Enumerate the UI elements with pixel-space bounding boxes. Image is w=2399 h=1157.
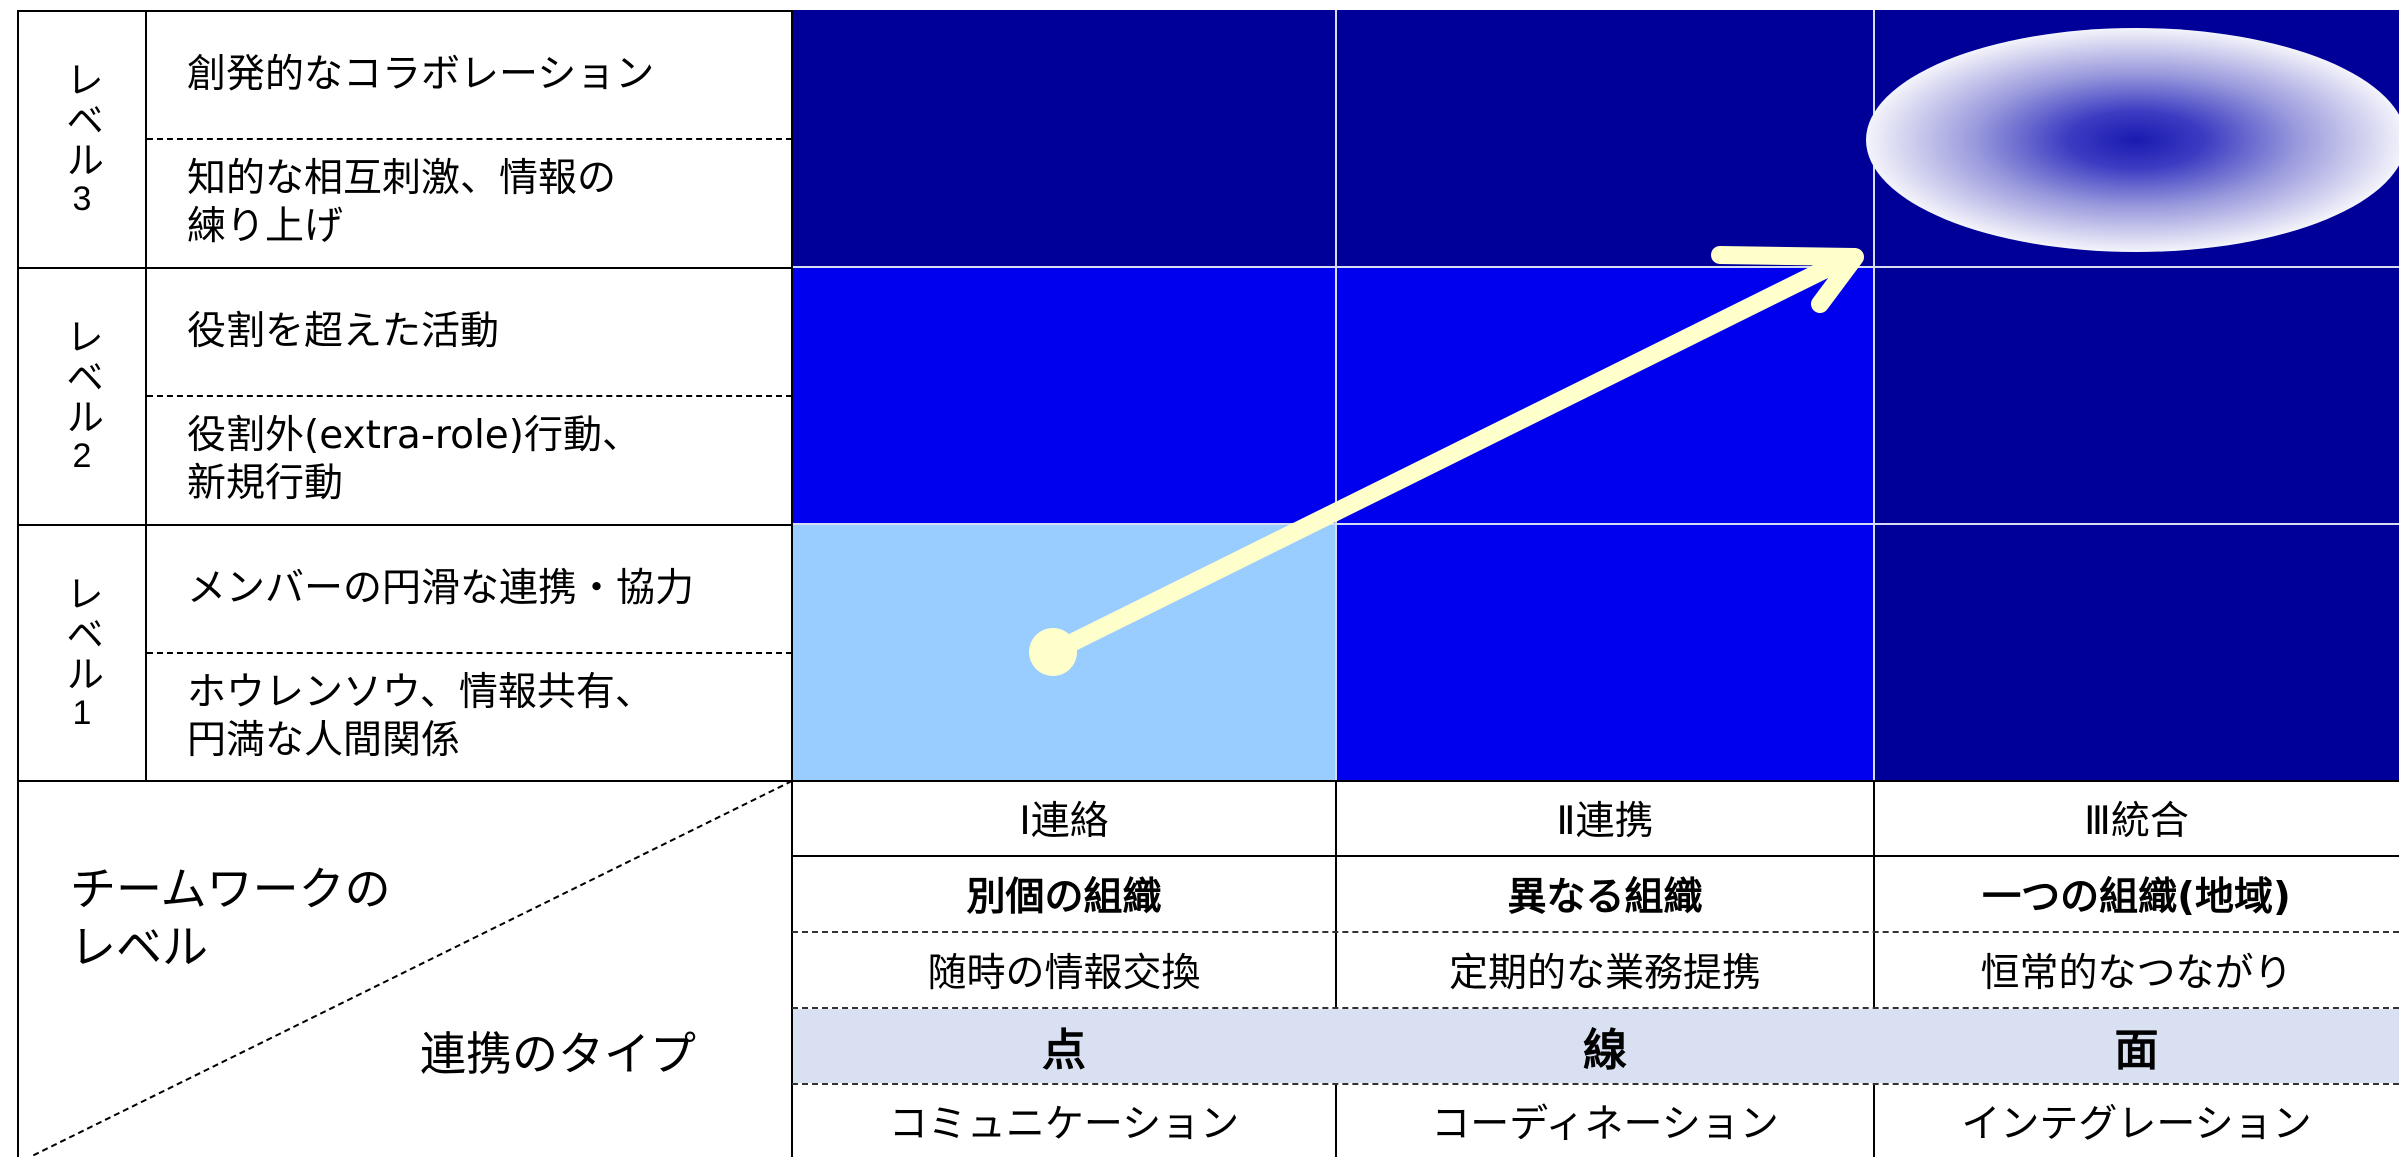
level-number: 3 <box>72 180 92 218</box>
cell-level3-col2 <box>1336 10 1874 267</box>
level-label-char: ベ <box>59 357 104 397</box>
progression-arrow-shaft <box>1044 253 1849 661</box>
organization-2: 異なる組織 <box>1507 875 1703 920</box>
level-label-char: ベ <box>59 100 104 140</box>
matrix-grid-line <box>792 523 2399 525</box>
level-label-char: レ <box>59 574 104 614</box>
level-label-char: ル <box>59 397 104 437</box>
cell-level1-col3 <box>1874 524 2399 781</box>
matrix-grid-line <box>1873 10 1875 781</box>
term-2: コーディネーション <box>1431 1102 1779 1147</box>
cell-level2-col2 <box>1336 267 1874 524</box>
table-col-divider <box>1335 781 1337 1157</box>
table-left-border <box>791 781 793 1157</box>
organization-3: 一つの組織(地域) <box>1982 875 2291 920</box>
level-number: 1 <box>72 694 92 732</box>
shape-1: 点 <box>1042 1025 1086 1076</box>
level-3-summary: 創発的なコラボレーション <box>147 12 792 140</box>
cell-level1-col2 <box>1336 524 1874 781</box>
cell-level2-col1 <box>792 267 1336 524</box>
table-col-divider <box>1873 781 1875 1157</box>
level-2-summary: 役割を超えた活動 <box>147 269 792 397</box>
activity-2: 定期的な業務提携 <box>1448 951 1761 996</box>
teamwork-level-axis-label: チームワークの レベル <box>70 862 391 974</box>
level-1-summary: メンバーの円滑な連携・協力 <box>147 526 792 654</box>
shape-2: 線 <box>1583 1025 1627 1076</box>
progression-arrow-head <box>1711 246 1864 313</box>
level-row-2: レ ベ ル 2 役割を超えた活動 役割外(extra-role)行動、 新規行動 <box>17 267 792 524</box>
level-row-1: レ ベ ル 1 メンバーの円滑な連携・協力 ホウレンソウ、情報共有、 円満な人間… <box>17 524 792 781</box>
matrix-grid-line <box>1335 10 1337 781</box>
activity-3: 恒常的なつながり <box>1980 951 2293 996</box>
left-border <box>17 10 19 1157</box>
table-dashed-line <box>792 931 2399 933</box>
column-header-1: Ⅰ連絡 <box>1019 799 1109 844</box>
integration-target-ellipse <box>1866 28 2399 252</box>
table-dashed-line <box>792 1083 2399 1085</box>
activity-1: 随時の情報交換 <box>927 951 1201 996</box>
level-2-detail: 役割外(extra-role)行動、 新規行動 <box>187 413 641 507</box>
corner-diagonal-line <box>29 780 793 1157</box>
cell-level2-col3 <box>1874 267 2399 524</box>
level-label-char: ル <box>59 654 104 694</box>
column-header-3: Ⅲ統合 <box>2084 799 2189 844</box>
table-dashed-line <box>792 1007 2399 1009</box>
term-1: コミュニケーション <box>888 1102 1240 1147</box>
shape-row-background <box>793 1009 2399 1083</box>
level-number: 2 <box>72 437 92 475</box>
matrix-grid-line <box>792 266 2399 268</box>
level-label-char: ベ <box>59 614 104 654</box>
level-label-2: レ ベ ル 2 <box>19 269 147 524</box>
organization-1: 別個の組織 <box>966 875 1162 920</box>
level-1-detail: ホウレンソウ、情報共有、 円満な人間関係 <box>187 670 654 764</box>
level-label-3: レ ベ ル 3 <box>19 12 147 267</box>
shape-3: 面 <box>2114 1025 2159 1076</box>
matrix-left-border <box>791 10 793 781</box>
level-label-1: レ ベ ル 1 <box>19 526 147 781</box>
level-3-detail: 知的な相互刺激、情報の 練り上げ <box>187 156 617 250</box>
level-label-char: ル <box>59 140 104 180</box>
collaboration-type-axis-label: 連携のタイプ <box>420 1027 696 1081</box>
cell-level3-col1 <box>792 10 1336 267</box>
term-3: インテグレーション <box>1961 1102 2312 1147</box>
progression-start-point <box>1029 628 1077 676</box>
level-label-char: レ <box>59 317 104 357</box>
matrix-bottom-border <box>17 780 2399 782</box>
level-row-3: レ ベ ル 3 創発的なコラボレーション 知的な相互刺激、情報の 練り上げ <box>17 10 792 267</box>
column-header-2: Ⅱ連携 <box>1556 799 1654 844</box>
level-label-char: レ <box>59 60 104 100</box>
table-header-line <box>792 855 2399 857</box>
